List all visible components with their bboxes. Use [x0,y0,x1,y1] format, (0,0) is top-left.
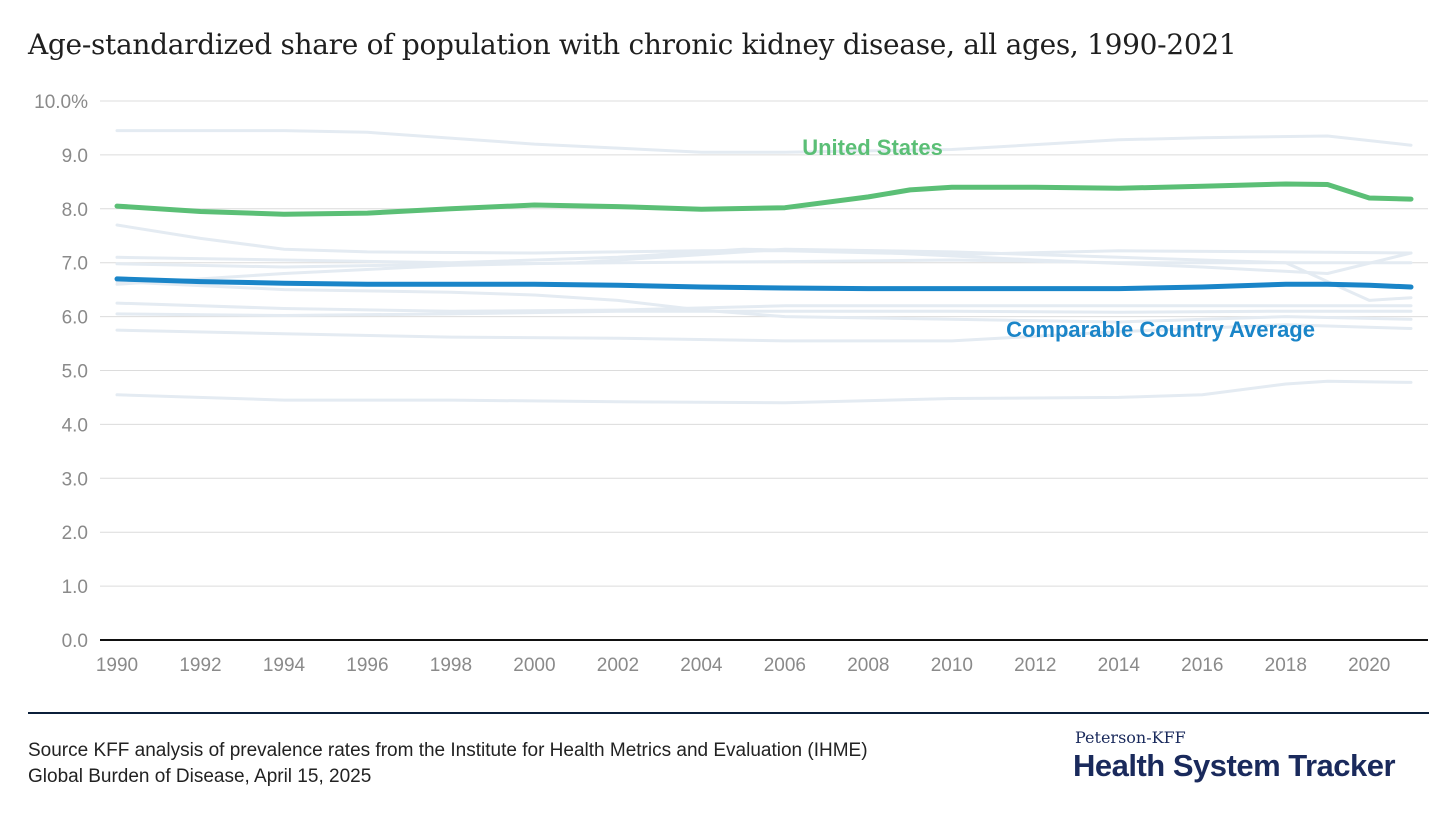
y-tick-label: 9.0 [62,146,88,167]
comparable-country-line [115,323,1413,343]
comparable-country-line [115,309,1413,317]
x-tick-label: 2018 [1265,655,1307,676]
y-axis-ticks: 0.0 1.0 2.0 3.0 4.0 5.0 6.0 7.0 8.0 9.0 10.0% [34,92,88,652]
x-tick-label: 1992 [179,655,221,676]
x-tick-label: 2006 [764,655,806,676]
grid-lines [100,100,1428,587]
brand-peterson-kff: Peterson-KFF [1075,728,1186,747]
x-tick-label: 2002 [597,655,639,676]
comparable-country-line [115,129,1413,154]
brand-health-system-tracker: Health System Tracker [1073,748,1396,783]
comparable-country-lines [115,129,1413,405]
x-tick-label: 2000 [513,655,555,676]
series-line-united-states [114,181,1414,217]
x-tick-label: 2020 [1348,655,1390,676]
y-tick-label: 0.0 [62,631,88,652]
series-line-comparable-country-average [114,276,1414,292]
comparable-country-line [115,247,1413,302]
x-tick-label: 1998 [430,655,472,676]
comparable-country-average-label: Comparable Country Average [1006,317,1315,342]
comparable-country-line [115,258,1413,269]
y-tick-label: 1.0 [62,577,88,598]
line-chart: 0.0 1.0 2.0 3.0 4.0 5.0 6.0 7.0 8.0 9.0 10.0% 1990… [34,92,1428,676]
source-line-1: Source KFF analysis of prevalence rates … [28,740,868,761]
footer-divider [28,712,1429,714]
x-tick-label: 2014 [1098,655,1141,676]
y-tick-label: 10.0% [34,92,88,113]
x-tick-label: 2004 [680,655,723,676]
x-axis-ticks: 1990 1992 1994 1996 1998 2000 2002 2004 2006 2008… [96,655,1391,676]
y-tick-label: 2.0 [62,523,88,544]
x-tick-label: 2012 [1014,655,1056,676]
y-tick-label: 3.0 [62,469,88,490]
comparable-country-line [115,301,1413,313]
x-tick-label: 1994 [263,655,306,676]
x-tick-label: 2016 [1181,655,1223,676]
united-states-label: United States [802,135,943,160]
x-tick-label: 2010 [931,655,973,676]
x-tick-label: 2008 [847,655,889,676]
y-tick-label: 8.0 [62,200,88,221]
chart-title: Age-standardized share of population wit… [28,28,1237,61]
source-line-2: Global Burden of Disease, April 15, 2025 [28,766,372,787]
y-tick-label: 6.0 [62,308,88,329]
x-tick-label: 1996 [346,655,388,676]
highlight-lines [114,181,1414,292]
y-tick-label: 5.0 [62,362,88,383]
y-tick-label: 7.0 [62,254,88,275]
x-tick-label: 1990 [96,655,138,676]
source-note: Source KFF analysis of prevalence rates … [28,738,868,790]
y-tick-label: 4.0 [62,415,88,436]
comparable-country-line [115,379,1413,405]
